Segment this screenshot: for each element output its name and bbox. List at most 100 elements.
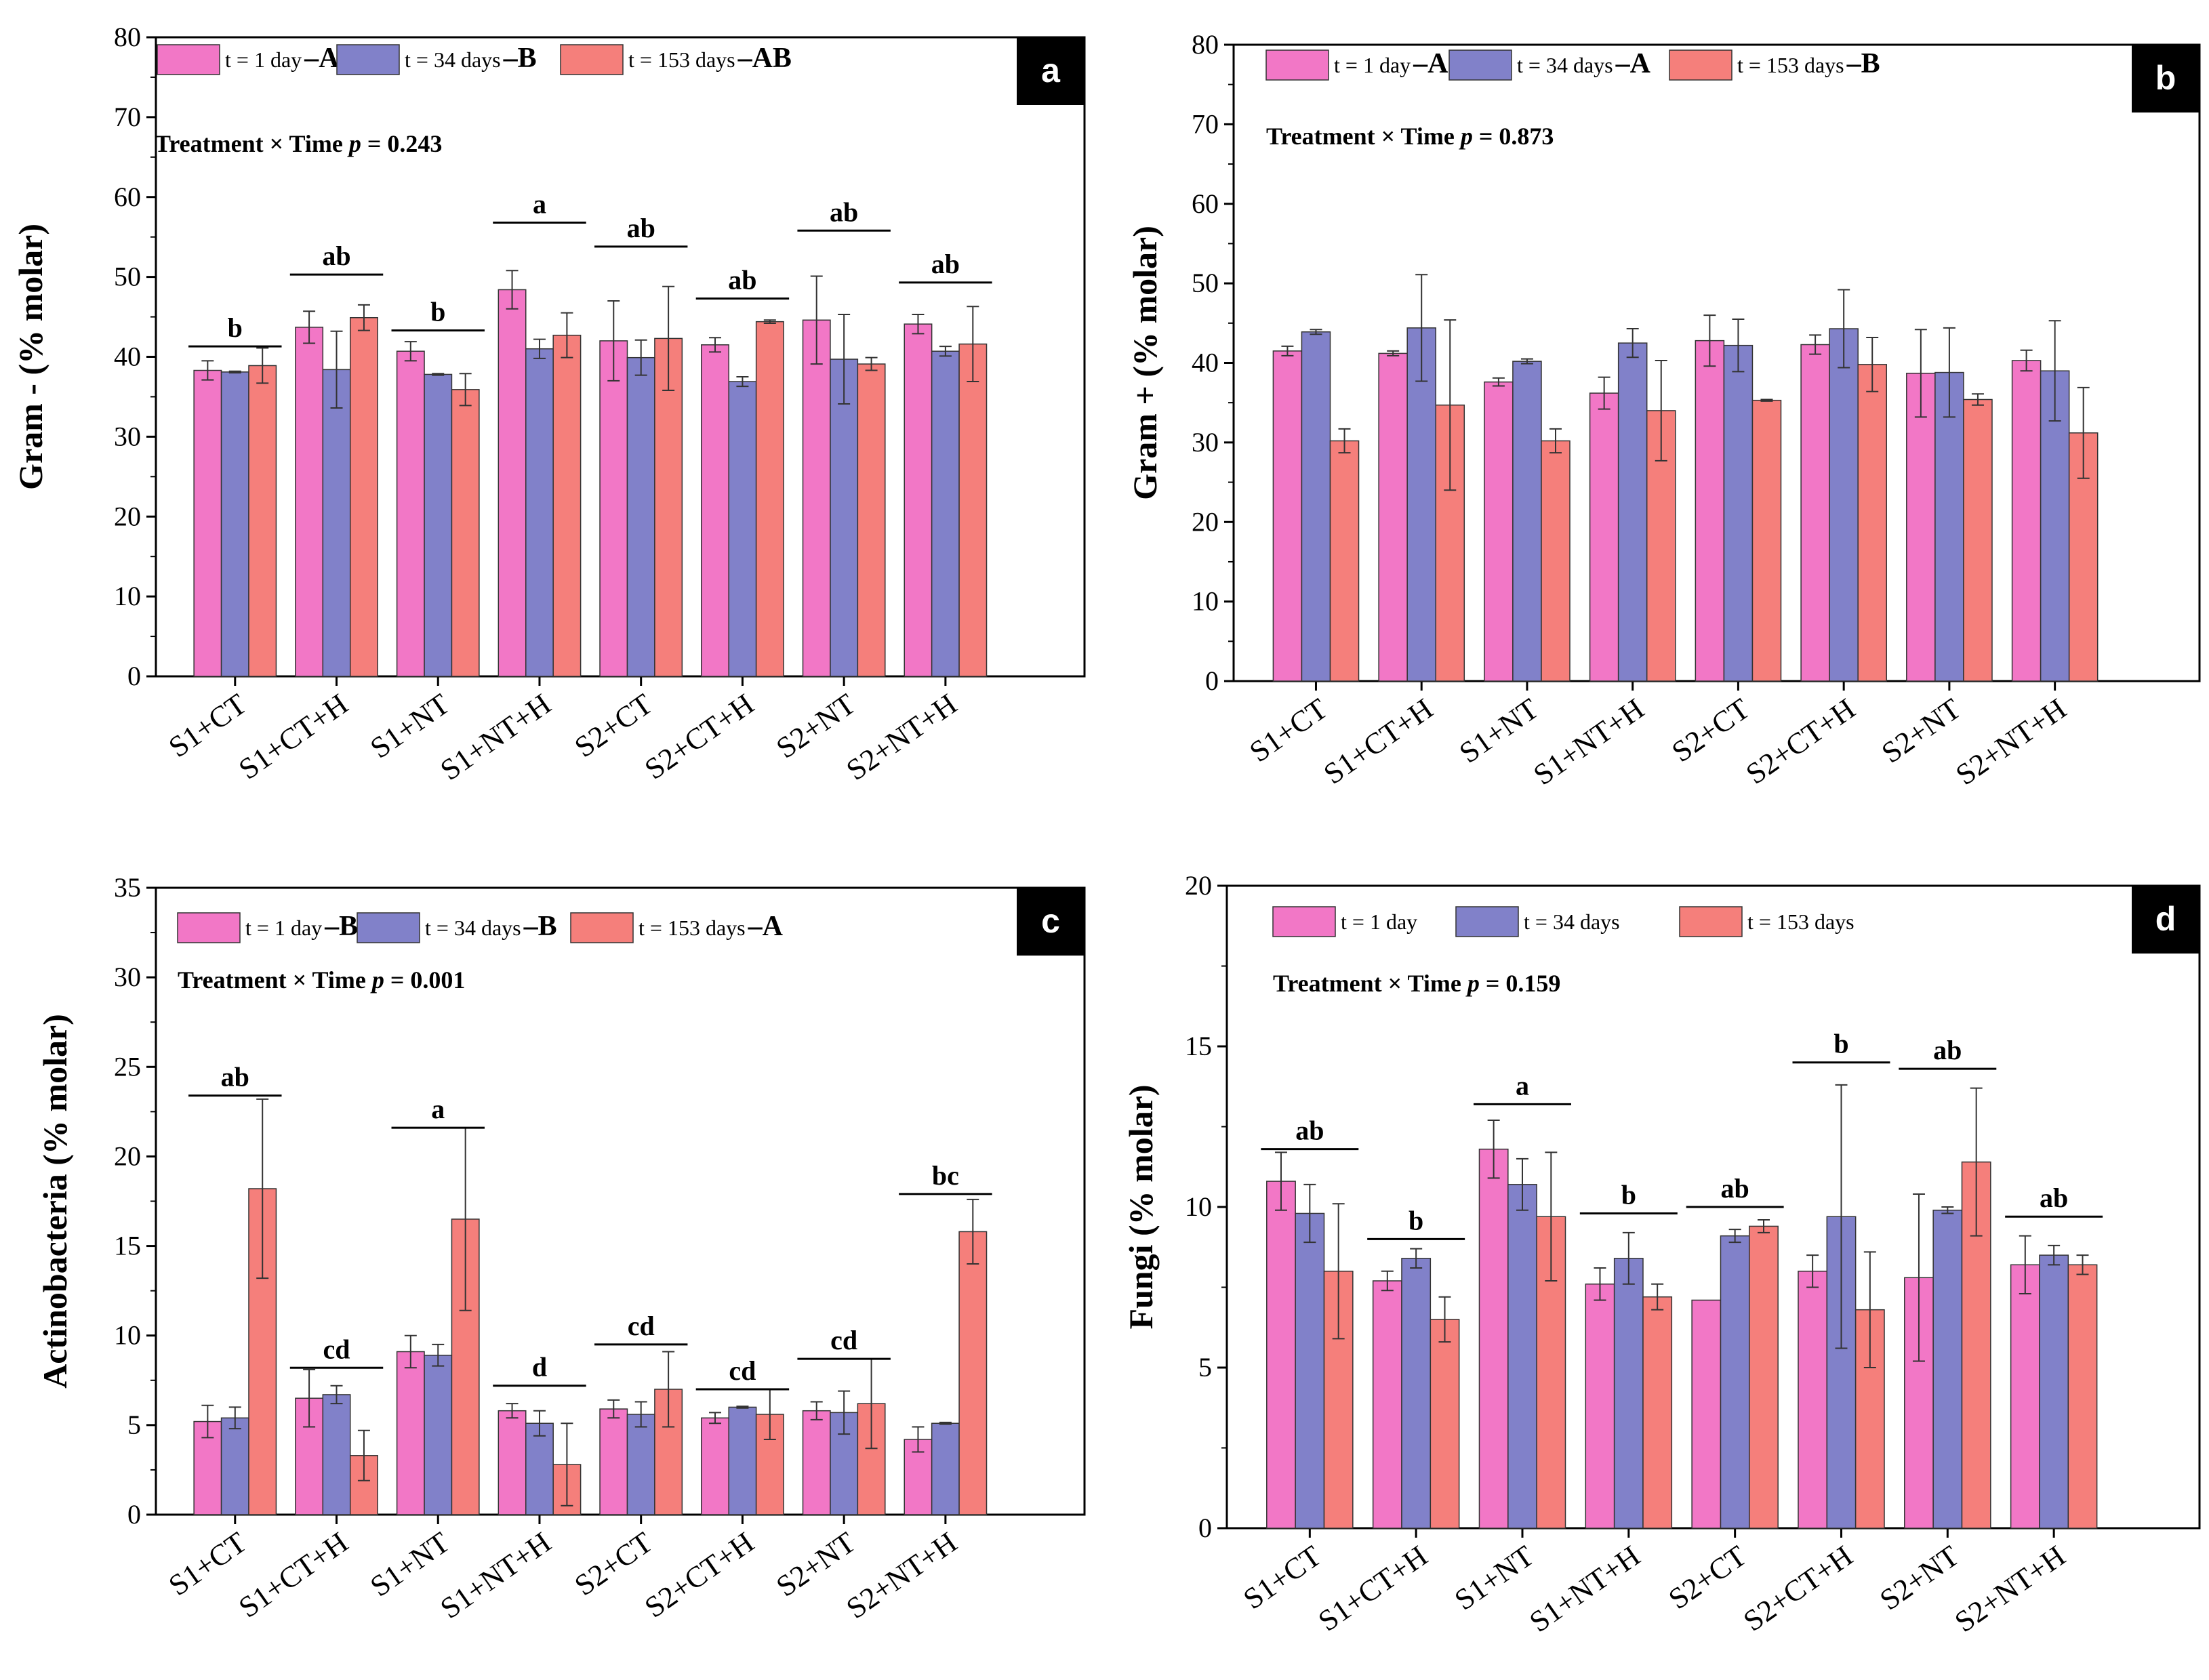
bar-b-s1-c3 <box>1617 342 1648 682</box>
interaction-label: Treatment × Time <box>1273 970 1467 997</box>
legend-label: t = 153 days–AB <box>628 43 792 74</box>
bar-c-s0-c4 <box>599 1408 628 1515</box>
category-label: S2+NT+H <box>840 687 963 787</box>
bar-c-s1-c0 <box>220 1417 249 1515</box>
bar-a-s1-c6 <box>830 358 859 677</box>
legend-swatch <box>157 44 220 75</box>
y-tick-label: 5 <box>1198 1352 1212 1382</box>
y-tick-label: 70 <box>114 102 141 132</box>
significance-letter: cd <box>323 1334 350 1364</box>
legend-label: t = 34 days–A <box>1517 48 1651 79</box>
legend-label: t = 34 days <box>1524 909 1620 934</box>
panel-tag-box <box>1017 37 1085 105</box>
panel-tag-box <box>2132 45 2200 112</box>
bar-b-s2-c4 <box>1751 399 1782 682</box>
bar-c-s0-c5 <box>701 1417 729 1515</box>
legend-swatch <box>1455 906 1519 937</box>
y-tick-label: 10 <box>114 581 141 611</box>
bar-d-s0-c7 <box>2010 1264 2040 1529</box>
y-tick-label: 40 <box>1192 348 1219 378</box>
legend-label: t = 1 day–A <box>225 43 340 74</box>
bar-d-s2-c1 <box>1430 1319 1460 1529</box>
bar-d-s0-c0 <box>1266 1181 1296 1529</box>
p-label: p <box>1465 970 1480 997</box>
significance-letter: ab <box>1295 1115 1324 1146</box>
legend-swatch <box>1448 49 1512 81</box>
bar-c-s1-c7 <box>931 1422 960 1515</box>
legend-group-letter: –A <box>1615 48 1651 79</box>
y-tick-label: 20 <box>114 1141 141 1171</box>
category-label: S2+CT <box>1666 692 1756 769</box>
category-label: S2+CT+H <box>1737 1539 1859 1638</box>
y-tick-label: 60 <box>114 182 141 212</box>
interaction-label: Treatment × Time <box>1266 123 1461 150</box>
legend-swatch <box>560 44 624 75</box>
bar-b-s2-c2 <box>1541 440 1570 682</box>
bar-a-s1-c5 <box>728 381 757 677</box>
interaction-text: Treatment × Time p = 0.873 <box>1266 123 1554 150</box>
legend-series-name: t = 153 days <box>1737 53 1844 77</box>
y-axis-title: Gram + (% molar) <box>1126 226 1164 500</box>
bar-b-s2-c0 <box>1329 440 1360 682</box>
category-label: S1+NT <box>1448 1539 1540 1617</box>
legend-swatch <box>177 912 241 943</box>
y-tick-label: 0 <box>1198 1513 1212 1543</box>
legend-swatch <box>1669 49 1732 81</box>
y-tick-label: 10 <box>114 1320 141 1351</box>
y-tick-label: 30 <box>1192 427 1219 457</box>
bar-a-s2-c6 <box>857 363 886 677</box>
legend-series-name: t = 34 days <box>1524 909 1620 934</box>
y-axis-title: Gram - (% molar) <box>12 224 49 490</box>
legend-series-name: t = 34 days <box>425 916 521 940</box>
legend-swatch <box>357 912 420 943</box>
bar-a-s0-c0 <box>193 369 222 677</box>
legend-group-letter: –B <box>503 43 537 74</box>
bar-d-s0-c4 <box>1691 1299 1722 1529</box>
category-label: S2+NT <box>770 1525 862 1603</box>
category-label: S1+NT <box>364 687 455 765</box>
legend-series-name: t = 153 days <box>628 47 735 72</box>
panel-tag-label: a <box>1041 52 1061 89</box>
legend-series-name: t = 34 days <box>405 47 501 72</box>
significance-letter: b <box>1833 1029 1848 1059</box>
category-label: S2+NT+H <box>1949 692 2072 792</box>
legend-swatch <box>1679 906 1743 937</box>
bar-d-s1-c1 <box>1401 1258 1432 1529</box>
y-tick-label: 35 <box>114 872 141 903</box>
interaction-text: Treatment × Time p = 0.159 <box>1273 970 1560 997</box>
y-tick-label: 0 <box>127 1499 141 1530</box>
category-label: S1+NT <box>364 1525 455 1603</box>
category-label: S2+NT <box>1874 1539 1966 1617</box>
y-tick-label: 10 <box>1192 586 1219 617</box>
category-label: S2+NT+H <box>1949 1539 2071 1639</box>
significance-letter: a <box>431 1094 445 1124</box>
significance-letter: ab <box>1721 1173 1749 1204</box>
category-label: S2+NT <box>770 687 862 765</box>
bar-b-s2-c6 <box>1963 398 1993 682</box>
panel-tag-box <box>2132 886 2200 954</box>
category-label: S1+CT+H <box>232 1525 354 1624</box>
category-label: S2+CT <box>569 1525 659 1602</box>
bar-b-s2-c5 <box>1857 364 1887 682</box>
legend-label: t = 153 days <box>1747 909 1855 934</box>
significance-letter: a <box>1516 1070 1529 1101</box>
bar-b-s1-c7 <box>2040 370 2070 682</box>
bar-a-s0-c4 <box>599 340 628 677</box>
panel-c: 0 5 10 15 20 25 30 35 Actinobacteria (% molar) S1… <box>36 872 1086 1625</box>
bar-a-s1-c4 <box>626 356 655 677</box>
y-tick-label: 50 <box>114 262 141 292</box>
bar-b-s1-c2 <box>1512 361 1542 682</box>
legend-group-letter: –B <box>324 911 358 942</box>
significance-letter: ab <box>931 249 960 279</box>
bar-a-s0-c6 <box>802 319 831 677</box>
category-label: S2+CT <box>569 687 659 764</box>
bar-d-s0-c1 <box>1372 1280 1402 1529</box>
legend-series-name: t = 34 days <box>1517 53 1613 77</box>
interaction-text: Treatment × Time p = 0.243 <box>155 130 442 157</box>
legend-label: t = 1 day–B <box>245 911 358 942</box>
y-tick-label: 50 <box>1192 268 1219 298</box>
y-tick-label: 40 <box>114 342 141 372</box>
bar-a-s0-c5 <box>701 344 729 677</box>
significance-letter: b <box>228 312 243 343</box>
y-tick-label: 80 <box>1192 29 1219 60</box>
